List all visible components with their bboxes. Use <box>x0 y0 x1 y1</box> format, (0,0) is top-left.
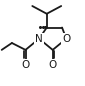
Text: O: O <box>62 34 70 44</box>
Text: O: O <box>49 60 57 69</box>
Text: N: N <box>35 34 43 44</box>
Text: O: O <box>21 60 30 69</box>
